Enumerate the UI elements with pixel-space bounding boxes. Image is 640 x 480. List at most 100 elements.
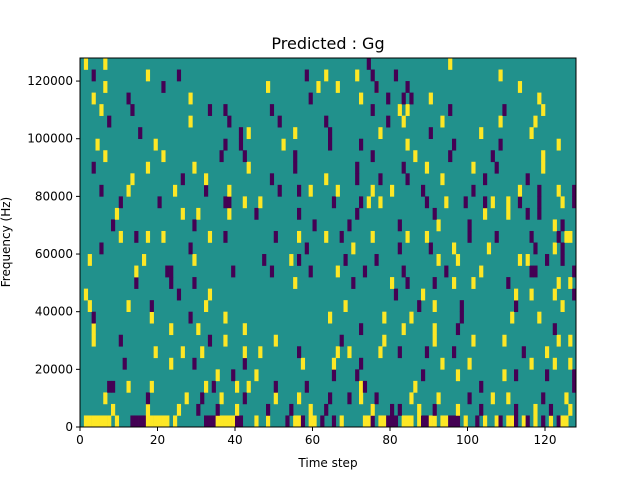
heatmap-cell-low [169,277,174,289]
heatmap-cell-high [409,311,414,324]
heatmap-cell-low [444,265,449,278]
heatmap-cell-low [386,115,391,128]
heatmap-cell-low [169,265,174,278]
heatmap-cell-high [405,104,410,116]
heatmap-cell-high [161,230,166,243]
heatmap-cell-high [479,265,484,278]
heatmap-cell-low [91,311,96,324]
heatmap-cell-low [355,369,360,382]
heatmap-cell-high [227,184,232,197]
heatmap-cell-low [289,403,294,416]
heatmap-cell-high [223,334,228,347]
heatmap-cell-low [320,415,325,428]
heatmap-cell-high [378,346,383,359]
heatmap-cell-high [421,288,426,301]
heatmap-cell-low [397,346,402,359]
heatmap-cell-low [343,254,348,266]
heatmap-cell-low [192,277,197,289]
heatmap-cell-low [370,69,375,82]
heatmap-cell-low [541,415,546,428]
heatmap-cell-low [347,392,352,405]
heatmap-cell-high [560,196,565,209]
heatmap-cell-high [196,207,201,220]
heatmap-cell-low [331,369,337,382]
heatmap-cell-low [459,311,464,324]
heatmap-cell-low [521,346,526,359]
heatmap-cell-low [308,92,313,105]
heatmap-cell-high [242,196,247,209]
heatmap-cell-low [421,184,426,197]
heatmap-cell-high [432,300,437,312]
heatmap-cell-low [355,173,360,186]
heatmap-cell-low [537,196,542,209]
heatmap-cell-high [432,334,437,347]
heatmap-cell-high [483,207,488,220]
heatmap-cell-low [188,242,193,255]
heatmap-cell-high [541,150,546,163]
heatmap-cell-low [157,196,162,209]
heatmap-cell-low [452,346,457,359]
heatmap-cell-low [207,415,213,428]
heatmap-cell-high [145,415,151,428]
heatmap-cell-low [537,207,542,220]
heatmap-cell-low [211,380,216,393]
heatmap-cell-high [297,415,302,428]
heatmap-cell-high [145,403,151,416]
heatmap-cell-high [242,323,247,336]
heatmap-cell-high [471,334,476,347]
heatmap-cell-low [390,403,395,416]
heatmap-cell-low [107,380,112,393]
heatmap-cell-high [432,323,437,336]
heatmap-cell-low [293,150,298,163]
heatmap-cell-low [304,380,309,393]
heatmap-cell-high [91,323,96,336]
heatmap-cell-low [483,196,488,209]
heatmap-cell-high [192,254,197,266]
heatmap-cell-low [370,415,375,428]
heatmap-cell-high [91,415,96,428]
heatmap-cell-high [533,403,538,416]
heatmap-cell-low [498,415,503,428]
heatmap-cell-high [552,288,557,301]
x-tick-label: 40 [227,433,242,447]
heatmap-cell-high [118,230,123,243]
heatmap-cell-low [374,254,379,266]
heatmap-cell-low [231,265,236,278]
heatmap-cell-high [370,230,375,243]
heatmap-cell-low [428,127,433,140]
heatmap-cell-low [572,265,577,278]
heatmap-cell-high [564,415,569,428]
heatmap-cell-low [118,334,123,347]
heatmap-cell-high [506,392,511,405]
heatmap-cell-high [506,196,511,209]
x-tick-label: 20 [150,433,165,447]
heatmap-cell-low [490,150,495,163]
heatmap-cell-high [568,334,573,347]
heatmap-cell-high [114,415,120,428]
heatmap-cell-high [215,415,220,428]
heatmap-cell-high [382,311,387,324]
heatmap-cell-high [444,415,449,428]
heatmap-cell-low [362,380,368,393]
heatmap-cell-high [455,403,461,416]
heatmap-cell-high [153,138,158,151]
heatmap-cell-high [506,415,511,428]
heatmap-cell-low [537,184,542,197]
heatmap-cell-low [223,196,228,209]
heatmap-cell-high [273,392,278,405]
heatmap-cell-low [192,219,197,232]
heatmap-cell-high [529,127,534,140]
heatmap-cell-high [560,415,565,428]
heatmap-cell-high [308,415,313,428]
heatmap-cell-low [374,81,379,93]
heatmap-cell-low [188,311,193,324]
heatmap-cell-high [355,69,360,82]
heatmap-cell-low [207,334,213,347]
heatmap-cell-low [134,230,139,243]
heatmap-cell-high [335,184,340,197]
heatmap-cell-low [238,138,244,151]
heatmap-cell-high [471,277,476,289]
heatmap-cell-low [545,369,550,382]
heatmap-cell-high [91,92,96,105]
